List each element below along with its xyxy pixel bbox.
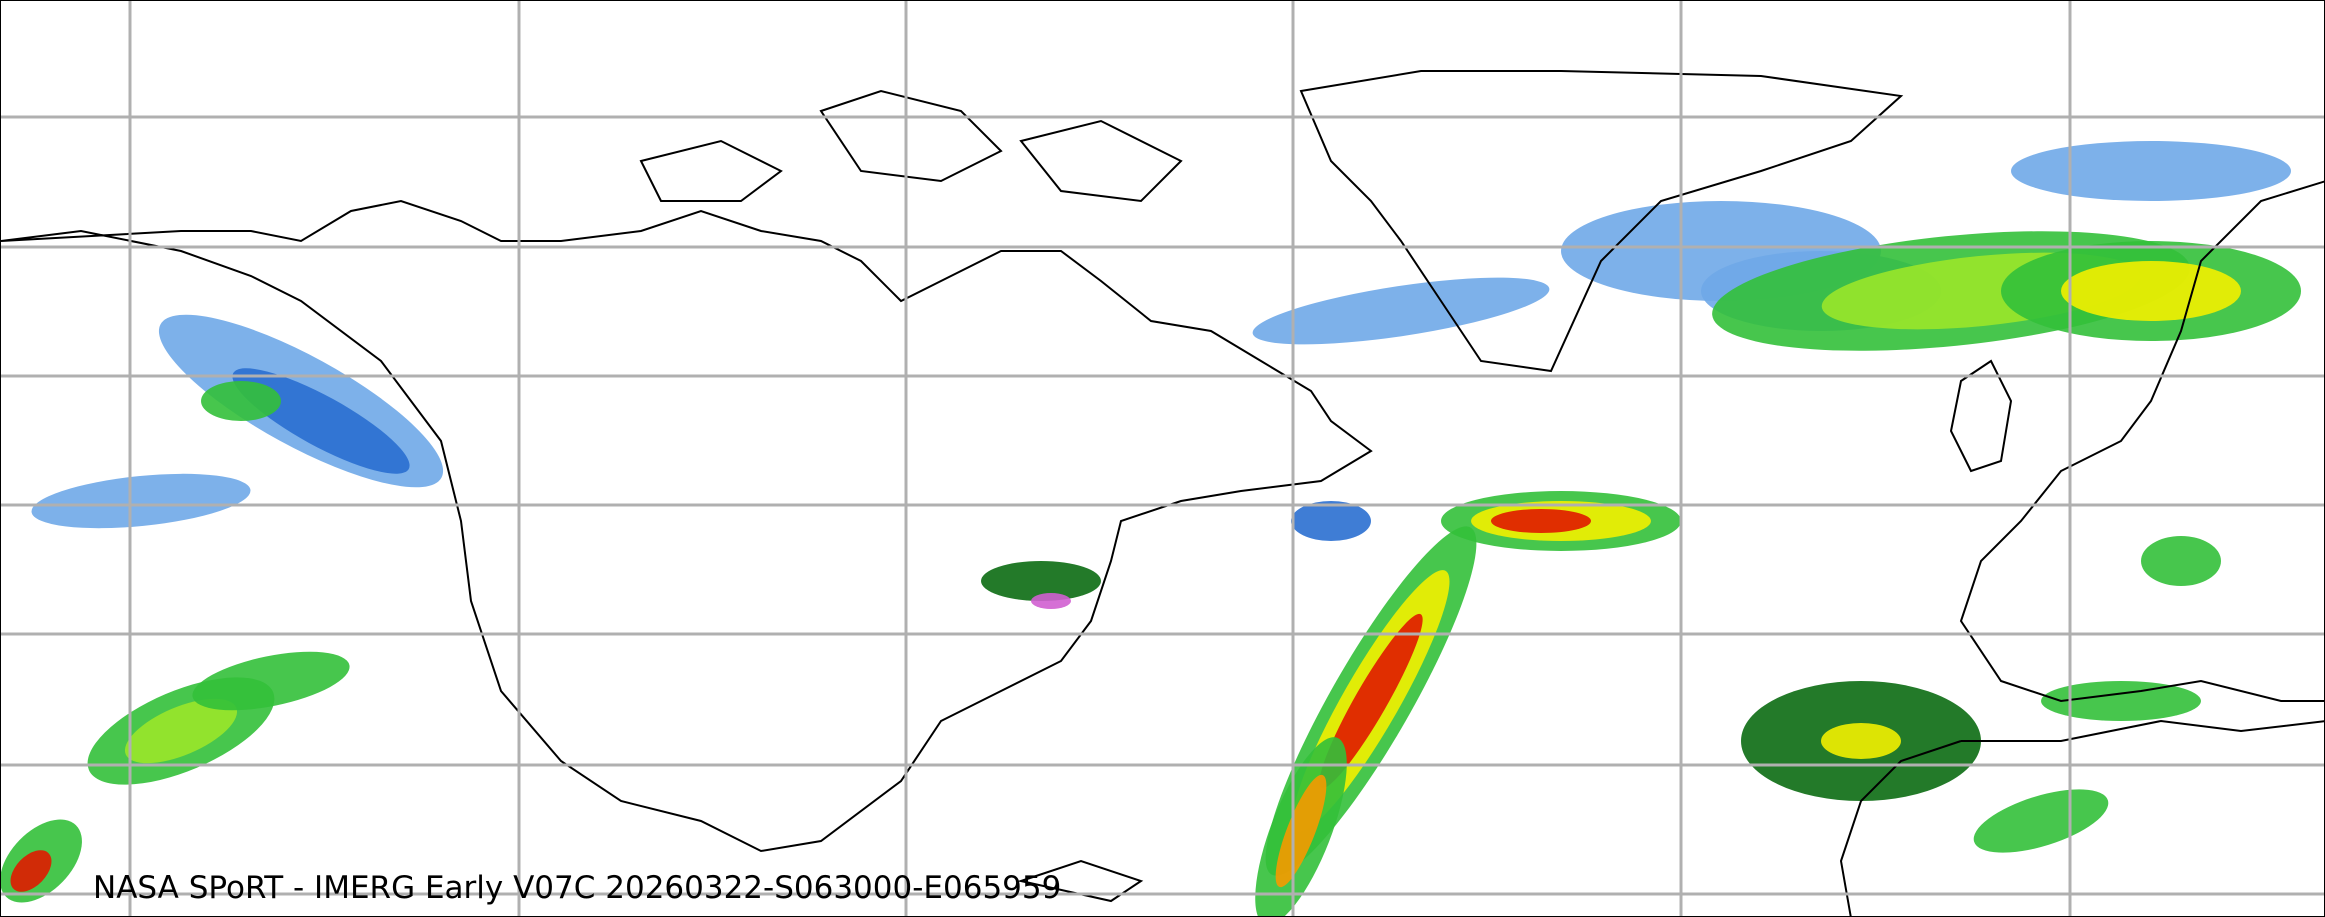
precipitation-area — [2041, 681, 2201, 721]
precipitation-area — [31, 473, 251, 529]
precipitation-area — [1031, 593, 1071, 609]
coastline-uk — [1949, 359, 2013, 473]
precipitation-area — [1973, 789, 2109, 853]
coastline-africa — [1839, 719, 2324, 916]
precipitation-area — [1319, 613, 1423, 789]
precipitation-area — [2141, 536, 2221, 586]
coastline-europe — [1959, 180, 2324, 703]
precipitation-area — [1291, 501, 1371, 541]
precipitation-area — [2061, 261, 2241, 321]
precipitation-area — [1275, 774, 1327, 888]
coastline-greenland — [1299, 70, 1904, 373]
coastline-north-america — [1, 199, 1373, 853]
coastline-arctic-islands — [639, 89, 1183, 203]
precipitation-layer — [1, 141, 2301, 916]
precipitation-area — [1491, 509, 1591, 533]
precipitation-area — [192, 651, 350, 711]
coastlines-layer — [1, 70, 2324, 916]
precipitation-area — [2011, 141, 2291, 201]
precipitation-area — [981, 561, 1101, 601]
map-caption: NASA SPoRT - IMERG Early V07C 20260322-S… — [93, 870, 1062, 906]
precipitation-area — [1252, 277, 1550, 345]
precipitation-area — [201, 381, 281, 421]
precipitation-area — [10, 850, 52, 892]
precipitation-area — [1821, 723, 1901, 759]
precipitation-area — [124, 698, 238, 764]
